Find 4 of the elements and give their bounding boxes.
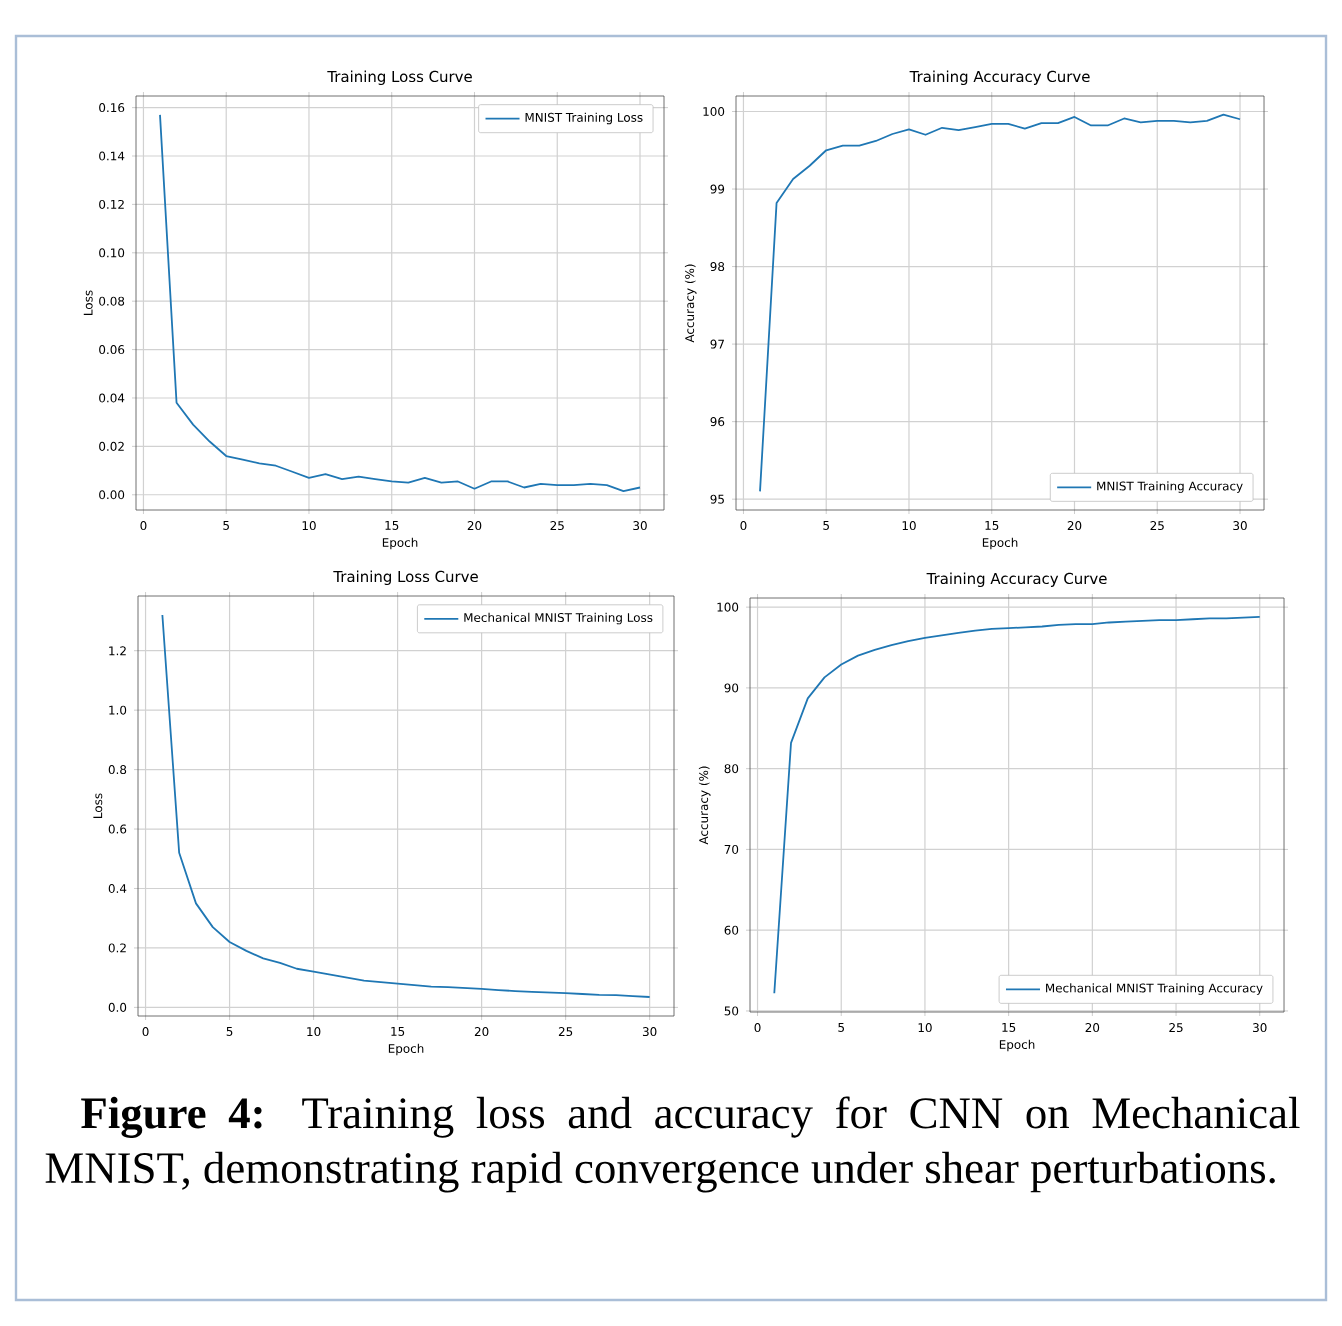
- line-series: [773, 615, 1261, 995]
- line-series: [159, 113, 641, 493]
- line-series: [759, 113, 1241, 493]
- text: Figure 4: Training loss and accuracy for CNN on Mechanical MNIST, demonstrating rapid convergence under shear perturbations.: [45, 1096, 1300, 1193]
